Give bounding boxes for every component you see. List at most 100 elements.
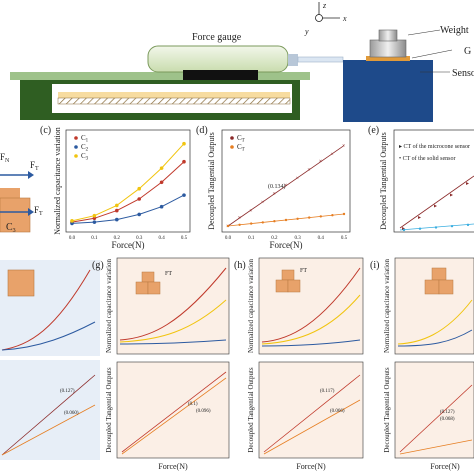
data-point: × xyxy=(238,216,241,222)
panel-i-ylabel-top: Normalized capacitance variation xyxy=(383,258,391,353)
setup-illustration: Force gauge z x y Weight G Senso xyxy=(10,1,474,122)
gauge-connector xyxy=(288,54,298,66)
panel-h-fit-1 xyxy=(263,374,361,453)
series-line xyxy=(71,161,185,223)
panel-f-fit-1 xyxy=(1,374,96,456)
c3-label: C3 xyxy=(6,222,16,234)
panel-d-annotation: (0.134) xyxy=(268,183,286,190)
panel-h-curve-c1 xyxy=(261,267,361,343)
legend-label: C3 xyxy=(81,152,89,162)
legend-marker xyxy=(74,145,78,149)
panel-i-bottom-frame xyxy=(394,361,474,459)
x-tick-label: 0.5 xyxy=(341,236,348,241)
panel-i-fit-2 xyxy=(399,439,473,455)
panel-d-ylabel: Decoupled Tangential Outputs xyxy=(207,132,216,230)
data-point xyxy=(402,228,406,232)
panel-g-fit-2 xyxy=(121,377,227,455)
x-tick-label: 0.2 xyxy=(271,236,278,241)
panel-g-curve-c3 xyxy=(119,299,227,343)
data-point: × xyxy=(284,183,287,189)
g-label: G xyxy=(464,46,471,57)
panel-h-curve-c2 xyxy=(261,339,361,347)
data-point: ▸ xyxy=(450,192,453,198)
data-point xyxy=(182,193,186,197)
panel-g-curve-c2 xyxy=(119,339,227,345)
legend-label: CT xyxy=(237,134,245,144)
x-tick-label: 0.1 xyxy=(248,236,255,241)
y-axis-label: y xyxy=(304,27,309,36)
panel-c-frame xyxy=(65,129,191,233)
data-point xyxy=(115,203,119,208)
panel-g-inset: FT xyxy=(135,271,172,295)
data-point xyxy=(70,219,74,223)
z-axis-label: z xyxy=(322,1,327,10)
gauge-rod xyxy=(297,56,344,63)
panel-h-fit-2 xyxy=(263,399,361,455)
panel-i-inset-c1 xyxy=(431,267,447,281)
panel-h-inset-c3 xyxy=(287,279,301,293)
panel-e-fit-microcone xyxy=(399,175,474,229)
panel-h-curve-c3 xyxy=(261,294,361,345)
x-tick-label: 0.5 xyxy=(181,236,188,241)
electrode-small xyxy=(0,188,20,198)
panel-h-annotation-1: (0.117) xyxy=(320,389,335,394)
legend-marker xyxy=(74,136,78,140)
data-point xyxy=(466,223,470,227)
data-point: × xyxy=(272,192,275,198)
panel-c-plot xyxy=(70,141,186,226)
panel-i-annotation-2: (0.068) xyxy=(440,417,455,422)
data-point xyxy=(238,223,241,226)
legend-label: CT xyxy=(237,143,245,153)
hatched-layer xyxy=(57,97,291,105)
data-point xyxy=(418,227,422,230)
weight-knob xyxy=(378,29,398,42)
panel-f-inset xyxy=(7,269,35,297)
panel-h-inset-c2 xyxy=(275,279,289,293)
weight-callout xyxy=(407,29,441,36)
y-axis-marker xyxy=(315,14,323,22)
panel-f-curve-c1 xyxy=(1,269,91,351)
panel-d-xlabel: Force(N) xyxy=(270,240,303,250)
panel-c-xlabel: Force(N) xyxy=(112,240,145,250)
data-point: × xyxy=(319,159,322,165)
panel-h-annotation-2: (0.066) xyxy=(330,409,345,414)
data-point: × xyxy=(342,144,345,150)
panel-f-bottom-bg xyxy=(0,360,100,460)
weight-block xyxy=(369,39,407,58)
panel-h: (h) FT (0.117) (0.066) Force(N) Normaliz… xyxy=(234,257,364,471)
panel-d-tag: (d) xyxy=(196,125,208,136)
x-tick-label: 0.0 xyxy=(225,236,232,241)
x-tick-label: 0.4 xyxy=(158,236,165,241)
panel-i-tag: (i) xyxy=(370,260,379,271)
data-point: × xyxy=(296,176,299,182)
force-gauge-label: Force gauge xyxy=(192,32,242,43)
panel-i-inset xyxy=(424,267,454,295)
panel-h-inset: FT xyxy=(275,268,307,293)
data-point xyxy=(450,224,454,228)
panel-f: (0.127) (0.060) xyxy=(0,260,100,460)
legend-marker xyxy=(74,154,78,158)
data-point xyxy=(331,214,334,217)
x-tick-label: 0.3 xyxy=(294,236,301,241)
panel-h-tag: (h) xyxy=(234,260,246,271)
data-point xyxy=(92,216,97,221)
panel-d-frame xyxy=(221,129,351,233)
panel-f-fit-2 xyxy=(1,404,96,456)
panel-g-fit-1 xyxy=(121,371,227,453)
panel-d-xticks: 0.0 0.1 0.2 0.3 0.4 0.5 xyxy=(225,236,348,241)
fit-line xyxy=(227,145,345,227)
data-point xyxy=(308,216,311,219)
data-point xyxy=(261,221,264,224)
data-point: × xyxy=(307,168,310,174)
x-tick-label: 0.0 xyxy=(69,236,76,241)
series-line xyxy=(71,194,185,224)
panel-h-ylabel-top: Normalized capacitance variation xyxy=(247,258,255,353)
data-point xyxy=(137,186,141,191)
data-point: ▸ xyxy=(418,215,421,221)
data-point xyxy=(159,204,164,209)
fn-label: FN xyxy=(0,152,10,164)
panel-c-xticks: 0.0 0.1 0.2 0.3 0.4 0.5 xyxy=(69,236,188,241)
panel-e-tag: (e) xyxy=(368,125,379,136)
panel-g-inset-c2 xyxy=(135,281,149,295)
